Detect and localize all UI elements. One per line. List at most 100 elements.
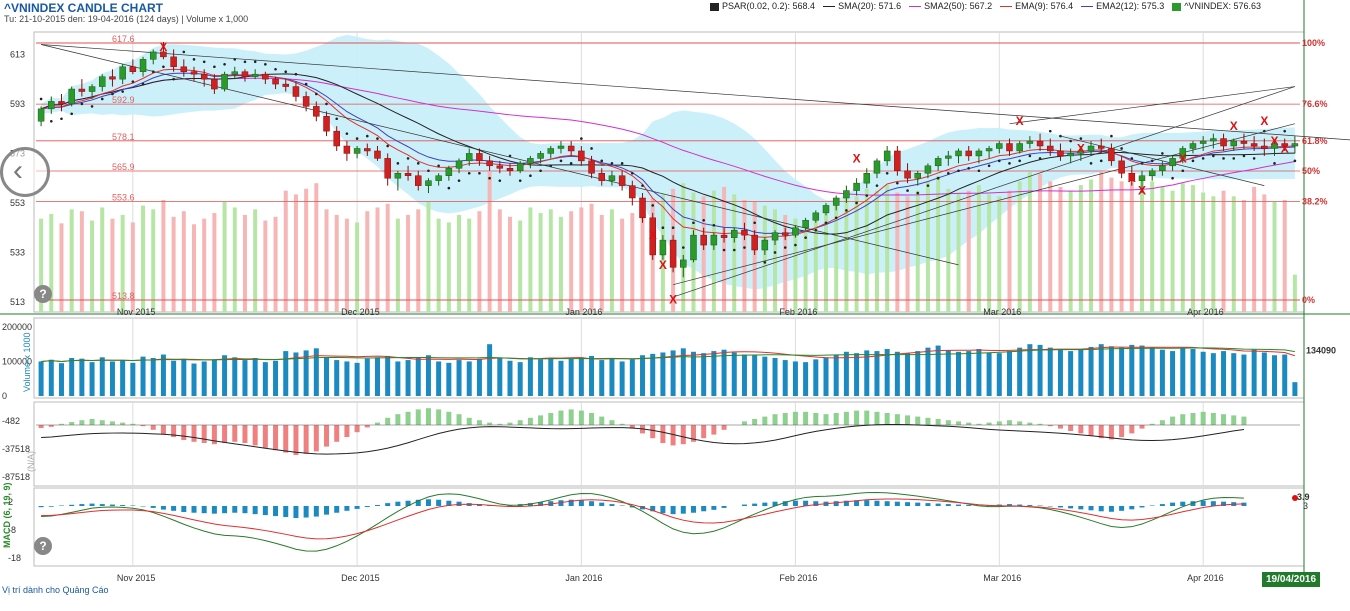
candle-body xyxy=(883,150,891,162)
mid-panel-bar xyxy=(905,415,911,425)
ad-placeholder[interactable]: Vị trí dành cho Quảng Cáo xyxy=(2,585,109,595)
macd-hist-bar xyxy=(324,506,330,515)
mid-panel-line xyxy=(41,424,1245,455)
legend-swatch xyxy=(1000,6,1013,8)
volume-overlay-bar xyxy=(1211,196,1216,312)
mid-tick-label: -87518 xyxy=(2,472,30,482)
psar-dot xyxy=(172,77,175,81)
x-tick-label-top: Mar 2016 xyxy=(983,307,1021,317)
volume-bar xyxy=(109,361,115,396)
psar-dot xyxy=(896,181,899,185)
volume-bar xyxy=(1006,351,1012,396)
psar-dot xyxy=(60,117,63,121)
psar-dot xyxy=(1130,157,1134,160)
candle-body xyxy=(557,145,565,149)
volume-overlay-bar xyxy=(854,196,859,312)
volume-bar xyxy=(507,360,513,396)
psar-dot xyxy=(1181,169,1185,173)
candle-body xyxy=(1271,143,1278,149)
candle-body xyxy=(302,96,310,107)
candle-body xyxy=(88,86,96,92)
macd-hist-bar xyxy=(303,506,309,518)
prev-nav-button[interactable]: ‹ xyxy=(0,147,50,197)
volume-bar xyxy=(1088,346,1094,396)
volume-bar xyxy=(1129,344,1135,396)
volume-bar xyxy=(1210,353,1216,396)
psar-dot xyxy=(865,194,869,197)
legend-item: ^VNINDEX: 576.63 xyxy=(1172,1,1261,11)
candle-body xyxy=(99,76,106,87)
volume-bar xyxy=(833,354,839,396)
volume-bar xyxy=(731,352,737,396)
mid-panel-bar xyxy=(527,417,533,425)
volume-bar xyxy=(1108,346,1114,396)
volume-bar xyxy=(966,351,972,396)
volume-overlay-bar xyxy=(711,190,716,312)
volume-overlay-bar xyxy=(141,205,146,312)
macd-hist-bar xyxy=(1180,501,1186,506)
psar-dot xyxy=(1293,159,1297,163)
mid-panel-bar xyxy=(497,423,503,425)
macd-tick-label: -18 xyxy=(8,553,21,563)
fib-price-label: 578.1 xyxy=(112,132,135,142)
mid-tick-label: -482 xyxy=(2,416,20,426)
macd-hist-bar xyxy=(864,500,870,506)
psar-dot xyxy=(90,105,94,108)
volume-overlay-bar xyxy=(1272,201,1277,312)
volume-bar xyxy=(283,351,289,396)
candle-body xyxy=(119,66,126,80)
trend-line xyxy=(672,86,1296,298)
psar-dot xyxy=(661,226,665,230)
volume-bar xyxy=(1149,347,1155,396)
volume-bar xyxy=(436,361,442,396)
help-icon-macd[interactable]: ? xyxy=(34,537,52,555)
mid-panel-bar xyxy=(854,410,860,425)
psar-dot xyxy=(845,209,848,212)
volume-bar xyxy=(894,351,900,396)
bollinger-band xyxy=(41,34,1295,290)
mid-panel-bar xyxy=(721,425,727,430)
psar-dot xyxy=(671,226,675,230)
signal-x-marker: X xyxy=(853,151,861,165)
candle-body xyxy=(486,160,493,167)
candle-body xyxy=(139,59,147,72)
macd-hist-bar xyxy=(578,500,584,506)
macd-last-dot xyxy=(1292,495,1298,501)
ema12-line xyxy=(41,72,1295,235)
mid-panel-bar xyxy=(211,425,217,445)
macd-hist-bar xyxy=(660,506,666,514)
mid-panel-bar xyxy=(629,425,635,429)
x-tick-label-top: Apr 2016 xyxy=(1187,307,1224,317)
candle-body xyxy=(68,88,75,105)
mid-panel-bar xyxy=(1037,423,1043,425)
psar-dot xyxy=(39,97,43,101)
fib-price-label: 565.9 xyxy=(112,162,135,172)
psar-dot xyxy=(743,246,746,249)
mid-panel-bar xyxy=(803,411,809,425)
volume-overlay-bar xyxy=(905,196,910,312)
macd-hist-bar xyxy=(1108,506,1114,512)
signal-x-marker: X xyxy=(649,228,657,242)
candle-body xyxy=(608,175,616,181)
psar-dot xyxy=(1120,147,1123,150)
mid-panel-bar xyxy=(915,416,921,425)
macd-hist-bar xyxy=(374,505,380,506)
volume-overlay-bar xyxy=(273,216,278,312)
candle-body xyxy=(1210,138,1217,142)
candle-body xyxy=(802,220,809,228)
volume-overlay-bar xyxy=(120,214,125,312)
macd-hist-bar xyxy=(966,505,972,506)
volume-bar xyxy=(609,358,615,396)
volume-overlay-bar xyxy=(222,201,227,312)
candle-body xyxy=(272,78,279,85)
candle-body xyxy=(904,170,911,179)
macd-hist-bar xyxy=(211,506,217,514)
volume-overlay-bar xyxy=(426,201,431,312)
help-icon[interactable]: ? xyxy=(34,285,52,303)
psar-dot xyxy=(712,223,716,227)
macd-hist-bar xyxy=(833,501,839,506)
volume-overlay-bar xyxy=(304,188,309,312)
candle-body xyxy=(720,234,728,238)
x-tick-label-bottom: Dec 2015 xyxy=(341,573,380,583)
macd-hist-bar xyxy=(1221,501,1227,506)
